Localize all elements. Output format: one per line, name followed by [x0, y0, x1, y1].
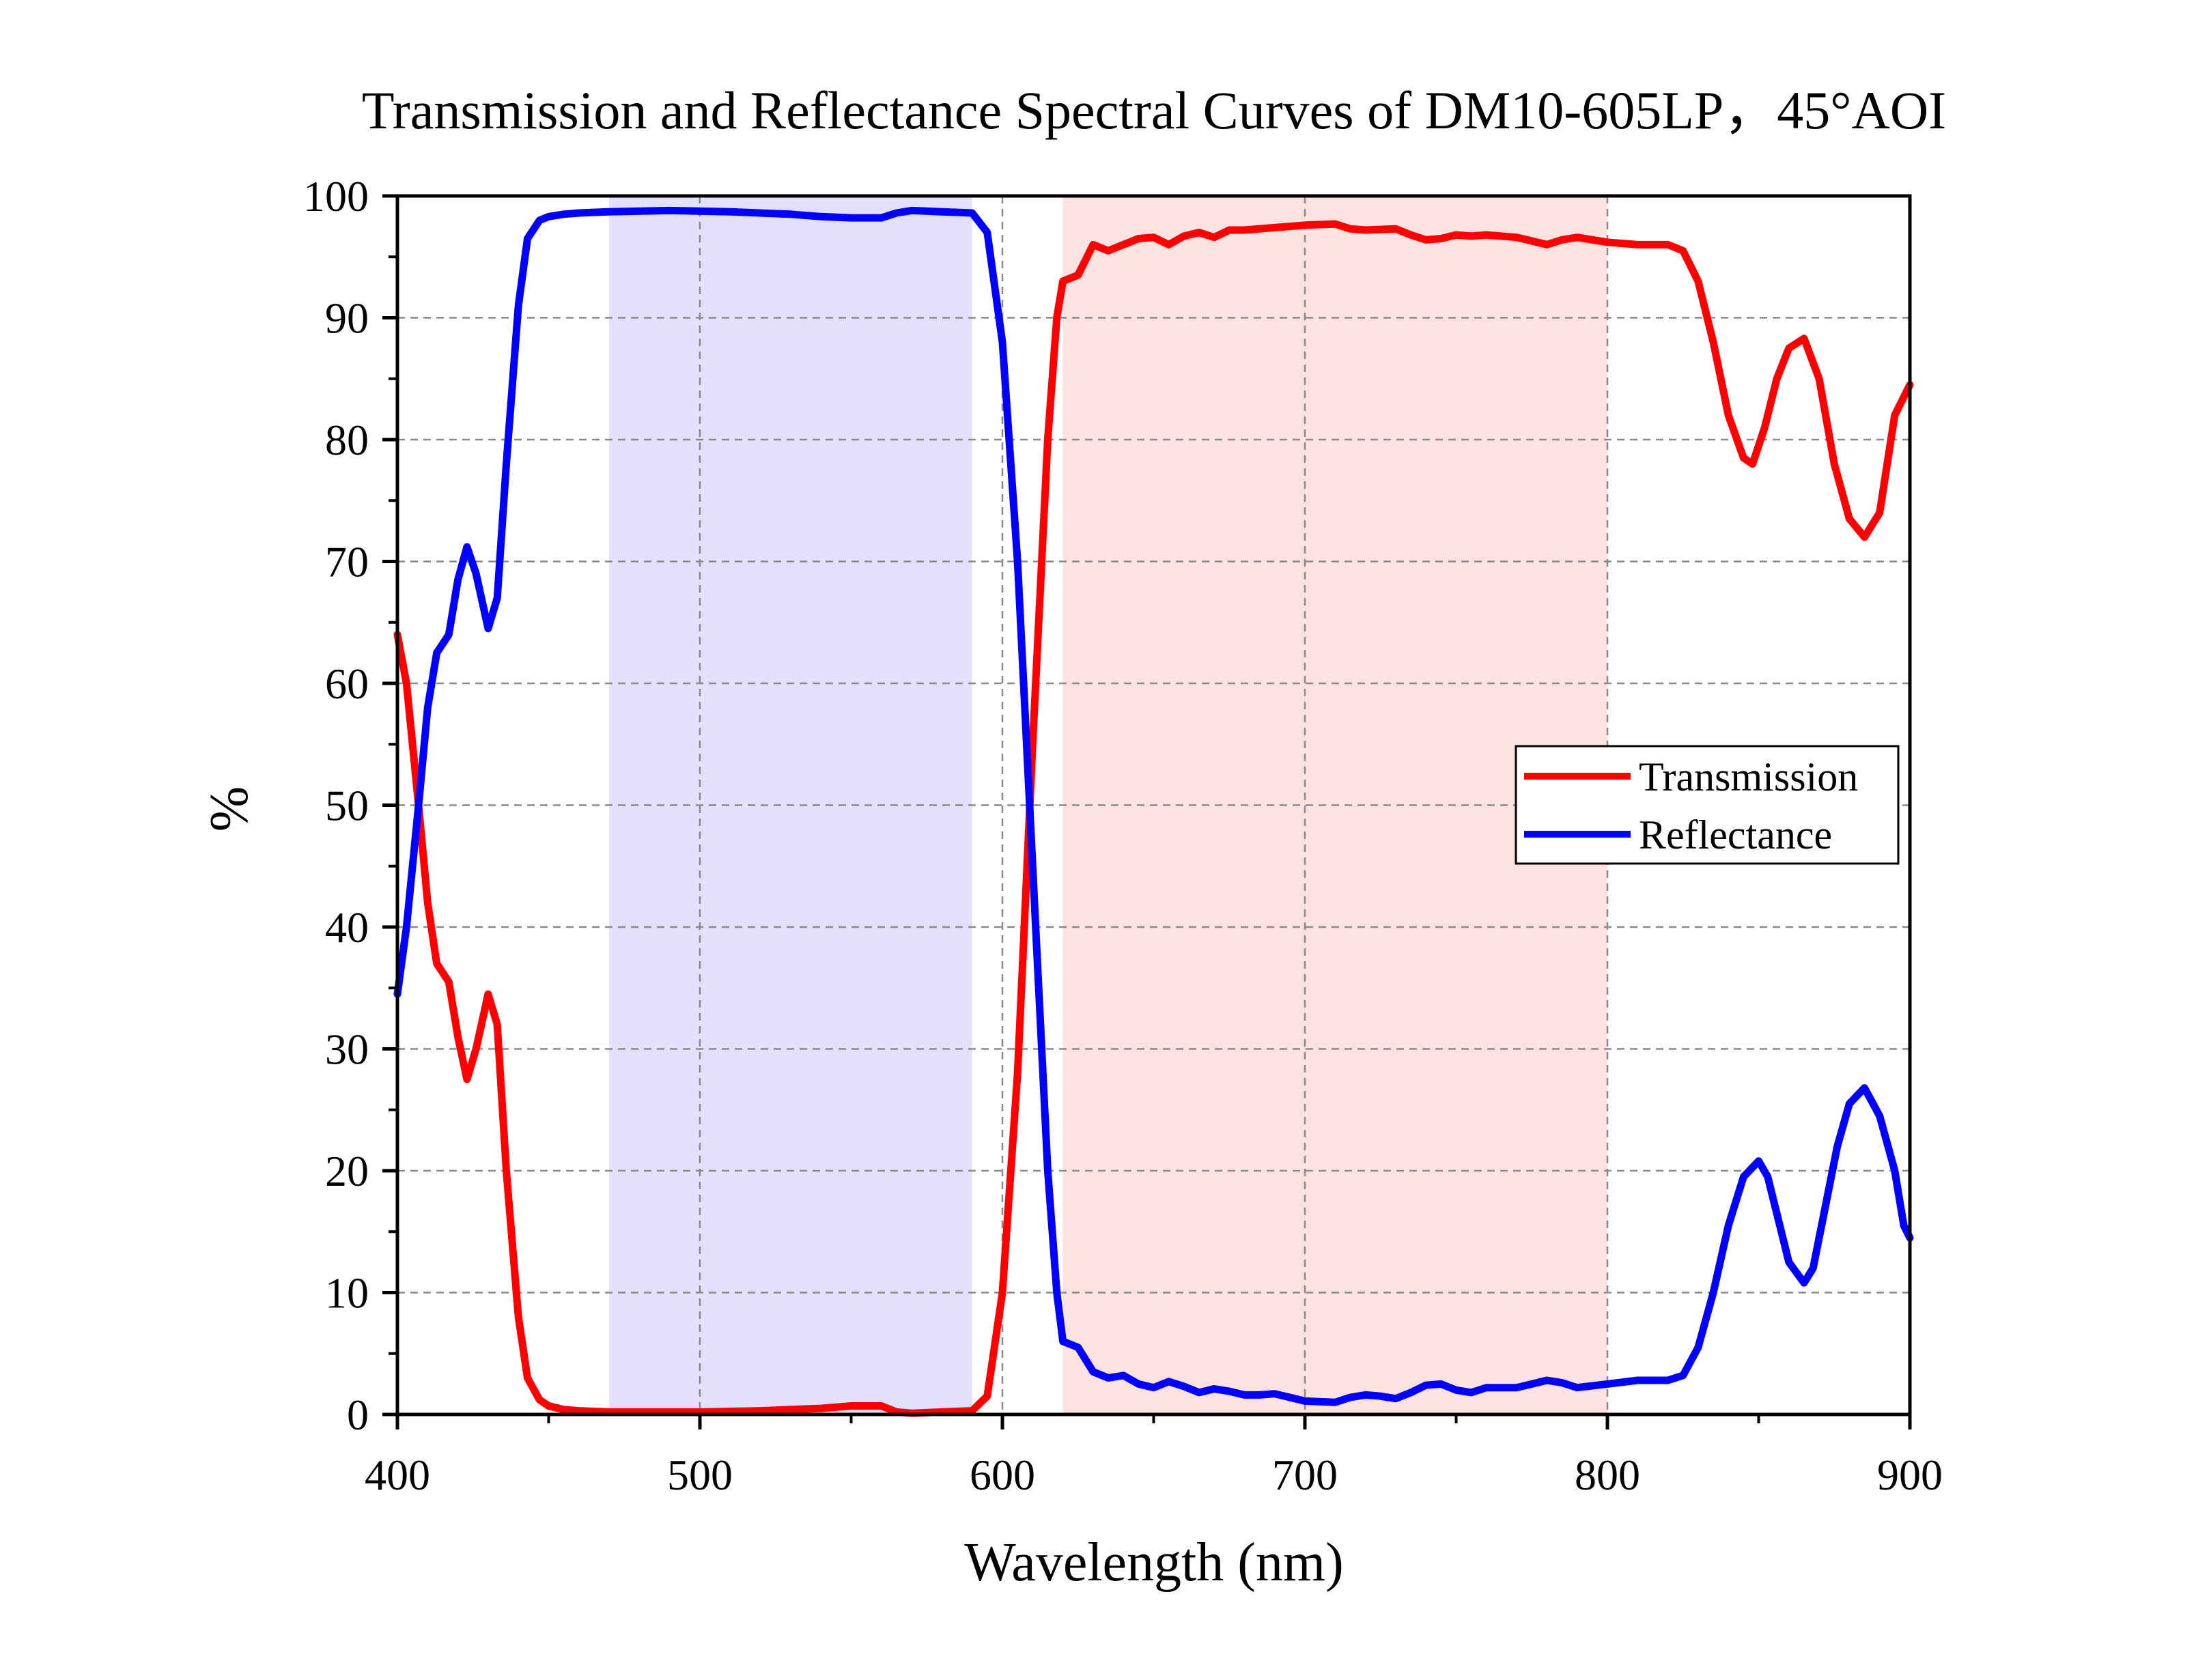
y-tick-label: 10	[325, 1269, 369, 1318]
legend-label-reflectance: Reflectance	[1639, 812, 1832, 857]
x-tick-label: 800	[1575, 1451, 1640, 1499]
legend-box	[1515, 745, 1900, 865]
y-tick-label: 80	[325, 416, 369, 464]
x-tick-label: 600	[970, 1451, 1035, 1499]
y-tick-label: 60	[325, 659, 369, 708]
x-tick-label: 500	[667, 1451, 733, 1499]
y-tick-label: 100	[303, 172, 369, 220]
y-tick-label: 20	[325, 1147, 369, 1195]
legend-label-transmission: Transmission	[1639, 754, 1858, 799]
shaded-bands	[609, 196, 1607, 1414]
series-line-reflectance	[393, 206, 1914, 1406]
grid-lines	[397, 196, 1910, 1414]
x-tick-label: 400	[365, 1451, 430, 1499]
y-tick-label: 30	[325, 1025, 369, 1074]
y-tick-label: 90	[325, 294, 369, 343]
legend: Transmission Reflectance	[1515, 745, 1900, 865]
x-tick-label: 900	[1877, 1451, 1943, 1499]
chart-title: Transmission and Reflectance Spectral Cu…	[362, 81, 1946, 140]
x-axis-ticks: 400 500 600 700 800 900	[365, 1414, 1943, 1499]
y-axis-ticks: 0 10 20 30 40 50 60 70 80 90 100	[303, 172, 397, 1439]
series-line-transmission	[393, 220, 1914, 1417]
y-tick-label: 50	[325, 782, 369, 830]
y-tick-label: 40	[325, 903, 369, 952]
y-axis-label: %	[199, 786, 259, 832]
x-axis-label: Wavelength (nm)	[964, 1533, 1344, 1593]
y-tick-label: 0	[347, 1391, 369, 1439]
y-tick-label: 70	[325, 538, 369, 586]
series-lines	[393, 206, 1914, 1417]
x-tick-label: 700	[1272, 1451, 1338, 1499]
